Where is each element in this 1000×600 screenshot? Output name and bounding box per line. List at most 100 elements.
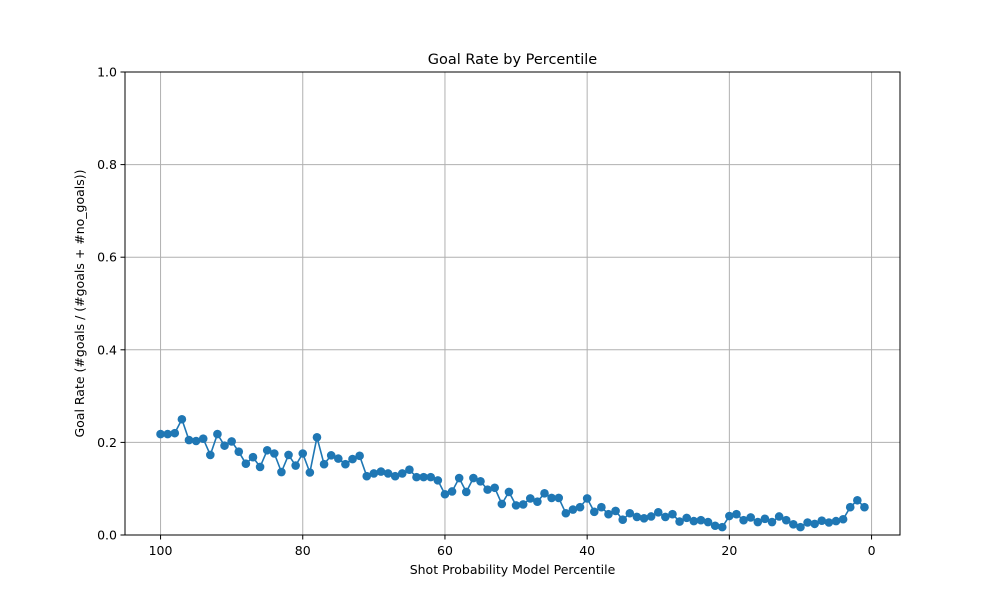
data-point [561, 508, 571, 518]
data-point [760, 514, 770, 524]
data-point [781, 515, 791, 525]
data-point [184, 435, 194, 445]
data-point [767, 517, 777, 527]
data-point [334, 454, 343, 463]
data-point [227, 437, 236, 446]
data-point [241, 459, 251, 469]
data-point [476, 476, 485, 486]
data-point [461, 487, 471, 497]
data-point [661, 512, 670, 522]
x-tick-label: 0 [868, 543, 876, 558]
data-point [753, 517, 763, 527]
data-point [845, 502, 855, 512]
x-axis-label: Shot Probability Model Percentile [410, 562, 616, 577]
data-point [369, 469, 379, 478]
data-point [525, 494, 535, 503]
data-point [696, 515, 706, 525]
data-point [582, 494, 592, 503]
x-tick-label: 40 [579, 543, 595, 558]
data-point [739, 515, 748, 525]
data-point [220, 441, 229, 450]
data-point [639, 514, 649, 523]
data-point [810, 519, 819, 529]
data-point [618, 515, 628, 525]
data-point [277, 467, 286, 477]
data-point [746, 513, 755, 522]
data-point [568, 505, 578, 514]
data-point [803, 518, 812, 527]
data-point [355, 451, 364, 461]
data-point [597, 502, 606, 512]
data-point [717, 522, 727, 532]
data-point [163, 429, 172, 439]
y-tick-label: 1.0 [97, 65, 117, 80]
data-point [312, 433, 322, 442]
data-point [284, 450, 293, 460]
data-point [682, 513, 691, 523]
series-group [156, 414, 869, 532]
data-point [725, 511, 734, 521]
data-point [533, 497, 542, 506]
data-point [774, 512, 784, 521]
data-point [298, 449, 308, 458]
data-point [376, 467, 386, 476]
data-point [469, 473, 478, 483]
data-point [831, 516, 841, 526]
data-point [789, 520, 798, 529]
data-point [710, 521, 720, 531]
plot-frame [124, 71, 901, 536]
data-point [504, 487, 514, 497]
x-tick-label: 80 [295, 543, 311, 558]
data-point [575, 502, 585, 512]
y-tick-label: 0.6 [97, 250, 117, 265]
data-point [689, 516, 699, 526]
axis-ticks: 100 80 60 40 20 0 0.0 0.2 0.4 0.6 0.8 1.0 [97, 65, 875, 559]
data-point [170, 428, 180, 438]
y-tick-label: 0.0 [97, 528, 117, 543]
data-point [824, 518, 834, 527]
data-point [262, 445, 272, 455]
data-point [213, 429, 222, 439]
data-point [433, 476, 443, 485]
data-point [206, 450, 215, 460]
x-tick-label: 100 [149, 543, 173, 558]
y-tick-label: 0.8 [97, 157, 117, 172]
data-point [860, 502, 869, 512]
data-point [853, 495, 862, 505]
data-point [632, 512, 642, 522]
data-point [383, 469, 393, 478]
data-point [668, 509, 677, 519]
data-point [234, 447, 244, 456]
data-point [348, 454, 357, 464]
data-point [838, 514, 848, 524]
data-point [412, 472, 421, 482]
x-tick-label: 60 [437, 543, 453, 558]
data-point [646, 512, 656, 521]
data-point [326, 451, 336, 460]
data-point [611, 506, 620, 516]
y-tick-label: 0.4 [97, 342, 117, 357]
data-point [653, 508, 663, 517]
data-point [675, 517, 684, 526]
data-point [248, 452, 258, 462]
data-point [270, 449, 279, 458]
data-point [511, 501, 521, 510]
data-point [291, 461, 300, 470]
data-point [191, 436, 201, 446]
data-point [796, 522, 805, 532]
data-point [397, 469, 407, 478]
data-point [390, 471, 400, 481]
data-point [625, 508, 635, 518]
data-point [518, 500, 528, 509]
data-point [305, 468, 315, 477]
data-point [362, 471, 372, 481]
data-point [405, 465, 414, 475]
data-point [156, 429, 165, 439]
data-point [817, 516, 827, 525]
data-point [703, 517, 713, 527]
data-point [732, 509, 741, 519]
data-point [440, 489, 450, 499]
data-point [483, 485, 492, 494]
data-point [447, 487, 457, 496]
